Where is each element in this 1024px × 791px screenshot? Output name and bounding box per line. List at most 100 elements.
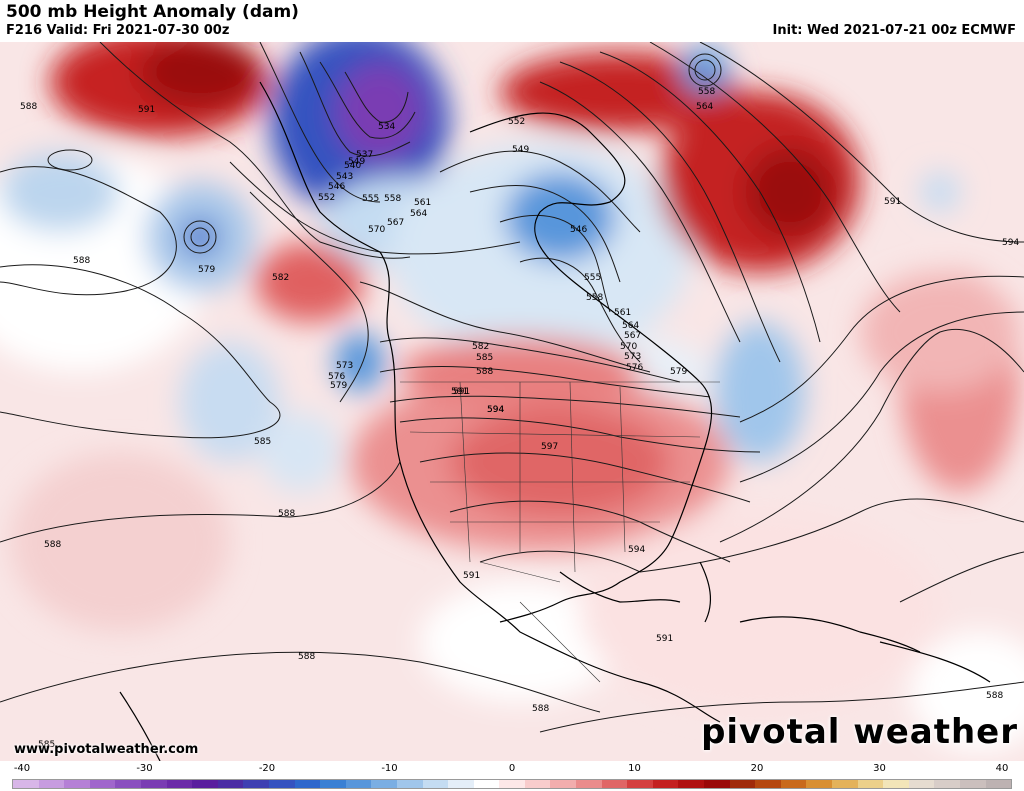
contour-label: 561 (614, 308, 631, 318)
contour-label: 576 (328, 372, 345, 382)
contour-label: 591 (884, 197, 901, 207)
political-borders (400, 381, 720, 683)
colorbar-swatch (857, 780, 884, 788)
contour-label: 579 (330, 381, 347, 391)
colorbar-strip (12, 779, 1012, 789)
colorbar-swatch (64, 780, 90, 788)
colorbar-tick-label: 40 (995, 763, 1009, 774)
contour-label: 588 (44, 540, 61, 550)
colorbar-swatch (780, 780, 807, 788)
contour-label: 567 (624, 331, 641, 341)
contour-label: 591 (451, 387, 468, 397)
contour-label: 594 (1002, 238, 1019, 248)
contour-label: 549 (512, 145, 529, 155)
contour-label: 582 (472, 342, 489, 352)
anomaly-map: 588 591 534 537 540 543 546 549 552 555 … (0, 42, 1024, 761)
brand-logo: pivotal weather (701, 712, 1018, 752)
colorbar-swatch (627, 780, 653, 788)
colorbar-swatch (934, 780, 960, 788)
valid-time: F216 Valid: Fri 2021-07-30 00z (6, 23, 230, 38)
contour-label: 552 (508, 117, 525, 127)
contour-label: 570 (620, 342, 637, 352)
colorbar-swatch (140, 780, 167, 788)
contour-label: 588 (278, 509, 295, 519)
contour-label: 588 (20, 102, 37, 112)
colorbar-swatch (908, 780, 935, 788)
colorbar-swatch (473, 780, 500, 788)
contour-label: 585 (254, 437, 271, 447)
colorbar-swatch (166, 780, 193, 788)
contour-label: 564 (410, 209, 427, 219)
contour-label: 543 (336, 172, 353, 182)
colorbar-tick-label: 20 (750, 763, 764, 774)
colorbar-swatch (704, 780, 730, 788)
contour-label: 546 (328, 182, 345, 192)
contour-label: 540 (344, 161, 361, 171)
colorbar-swatch (959, 780, 986, 788)
contour-label: 552 (318, 193, 335, 203)
colorbar-swatch (883, 780, 909, 788)
map-title: 500 mb Height Anomaly (dam) (6, 2, 299, 22)
init-time: Init: Wed 2021-07-21 00z ECMWF (772, 23, 1016, 38)
colorbar-swatch (243, 780, 269, 788)
contour-label: 558 (586, 293, 603, 303)
map-header: 500 mb Height Anomaly (dam) F216 Valid: … (0, 0, 1024, 42)
contour-label: 591 (453, 387, 470, 397)
colorbar-swatch (985, 780, 1012, 788)
colorbar-tick-label: -40 (13, 763, 31, 774)
contour-label: 579 (198, 265, 215, 275)
contour-label: 576 (626, 363, 643, 373)
colorbar-swatch (550, 780, 577, 788)
contour-label: 588 (986, 691, 1003, 701)
colorbar-swatch (345, 780, 372, 788)
colorbar-swatch (652, 780, 679, 788)
colorbar-tick-label: -10 (381, 763, 398, 774)
colorbar-swatch (524, 780, 551, 788)
colorbar-swatch (576, 780, 602, 788)
contour-label: 588 (298, 652, 315, 662)
colorbar-swatch (115, 780, 141, 788)
contour-label: 555 (584, 273, 601, 283)
contour-label: 579 (670, 367, 687, 377)
map-canvas: 588 591 534 537 540 543 546 549 552 555 … (0, 42, 1024, 761)
coastlines (119, 81, 991, 761)
contour-label: 582 (272, 273, 289, 283)
colorbar-swatch (601, 780, 628, 788)
anomaly-shading (0, 42, 1024, 752)
colorbar-swatch (294, 780, 321, 788)
contour-label: 555 (362, 194, 379, 204)
contour-label: 591 (463, 571, 480, 581)
contour-label: 564 (696, 102, 713, 112)
colorbar-tick-label: -20 (258, 763, 276, 774)
contour-label: 585 (38, 740, 55, 750)
colorbar-swatch (38, 780, 65, 788)
contour-label: 597 (541, 442, 558, 452)
colorbar-swatch (499, 780, 525, 788)
contour-label: 573 (624, 352, 641, 362)
contour-label: 567 (387, 218, 404, 228)
colorbar-swatch (678, 780, 705, 788)
colorbar-swatch (320, 780, 346, 788)
contour-label: 594 (487, 405, 504, 415)
website-credit: www.pivotalweather.com (14, 742, 199, 757)
colorbar-tick-label: -30 (136, 763, 153, 774)
contour-label: 588 (476, 367, 493, 377)
contour-label: 558 (698, 87, 715, 97)
contour-label: 564 (622, 321, 639, 331)
colorbar-tick-label: 10 (628, 763, 641, 774)
contour-label: 591 (656, 634, 673, 644)
contour-label: 591 (138, 105, 155, 115)
contour-label: 561 (414, 198, 431, 208)
colorbar-swatch (448, 780, 474, 788)
colorbar-tick-label: 30 (873, 763, 886, 774)
contour-label: 546 (570, 225, 587, 235)
colorbar-swatch (13, 780, 39, 788)
contour-label: 549 (348, 157, 365, 167)
contour-label: 558 (384, 194, 401, 204)
colorbar-swatch (755, 780, 781, 788)
contour-label: 534 (378, 122, 395, 132)
colorbar-swatch (192, 780, 218, 788)
contour-label: 594 (628, 545, 645, 555)
contour-label: 588 (73, 256, 90, 266)
contour-label: 570 (368, 225, 385, 235)
